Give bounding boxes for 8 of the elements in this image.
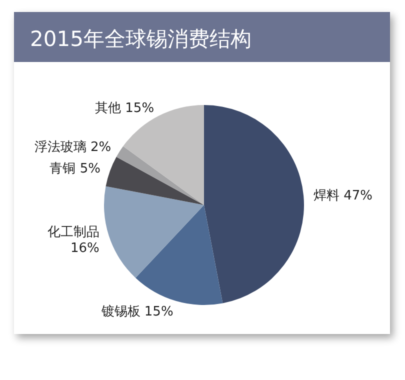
- slice-label: 化工制品: [47, 224, 100, 240]
- slice-label: 其他 15%: [95, 100, 154, 116]
- chart-title: 2015年全球锡消费结构: [30, 27, 252, 51]
- slice-label: 镀锡板 15%: [100, 304, 174, 320]
- slice-label: 青铜 5%: [50, 162, 101, 177]
- slice-label: 焊料 47%: [314, 188, 373, 204]
- slice-label: 浮法玻璃 2%: [34, 140, 112, 156]
- data-label: 16%: [70, 240, 100, 256]
